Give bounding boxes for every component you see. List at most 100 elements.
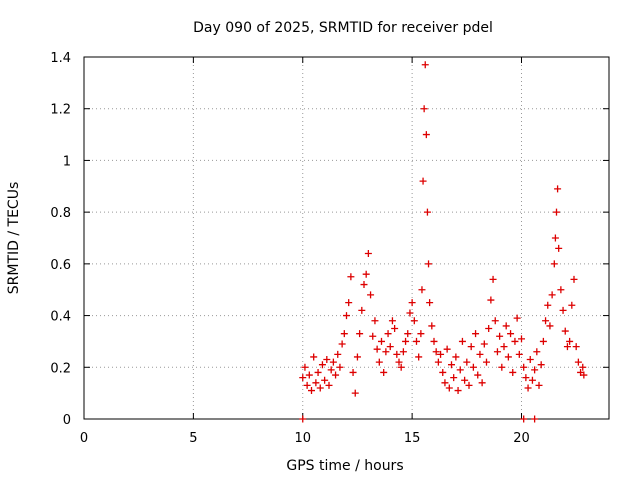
data-point — [299, 374, 307, 382]
data-point — [539, 337, 547, 345]
data-point — [402, 337, 410, 345]
data-point — [535, 381, 543, 389]
data-point — [458, 337, 466, 345]
data-point — [533, 348, 541, 356]
data-point — [318, 361, 326, 369]
data-point — [364, 250, 372, 258]
data-point — [491, 317, 499, 325]
data-point — [373, 345, 381, 353]
x-tick-label: 5 — [189, 431, 197, 446]
data-point — [316, 384, 324, 392]
data-point — [554, 185, 562, 193]
data-point — [485, 325, 493, 332]
x-axis: 0 5 10 15 20 — [80, 57, 530, 446]
data-point — [509, 368, 517, 376]
data-point — [301, 363, 309, 371]
data-point — [351, 389, 359, 397]
data-point — [422, 131, 430, 139]
data-point — [419, 177, 427, 185]
data-point — [513, 314, 521, 322]
data-point — [399, 348, 407, 356]
data-point — [393, 350, 401, 358]
y-tick-label: 1 — [63, 154, 71, 169]
data-point — [415, 353, 423, 361]
data-point — [574, 358, 582, 366]
data-point — [520, 363, 528, 371]
data-point — [531, 366, 539, 374]
data-point — [369, 332, 377, 340]
data-point — [353, 353, 361, 361]
data-point — [404, 330, 412, 338]
grid-lines — [84, 57, 609, 419]
data-point — [378, 337, 385, 345]
data-point — [358, 306, 366, 314]
data-point — [548, 291, 556, 299]
data-point — [570, 275, 578, 283]
data-point — [299, 415, 307, 423]
data-point — [312, 379, 320, 387]
data-point — [380, 368, 388, 376]
data-point — [502, 322, 510, 330]
data-point — [391, 325, 399, 332]
data-point — [323, 356, 331, 364]
data-point — [450, 374, 458, 382]
data-point — [432, 348, 440, 356]
data-point — [487, 296, 495, 304]
y-axis-label: SRMTID / TECUs — [6, 182, 22, 295]
data-point — [367, 291, 375, 299]
data-point — [544, 301, 552, 309]
data-point — [386, 343, 394, 351]
data-point — [474, 371, 482, 379]
data-point — [550, 260, 558, 268]
data-point — [467, 343, 475, 351]
data-point — [445, 384, 453, 392]
data-point — [520, 415, 528, 423]
data-point — [579, 363, 587, 371]
data-point — [566, 337, 574, 345]
data-point — [452, 353, 460, 361]
data-point — [308, 387, 315, 395]
data-point — [321, 376, 329, 384]
data-point — [515, 350, 523, 358]
data-point — [504, 353, 512, 361]
y-tick-label: 0.6 — [50, 258, 71, 273]
data-point — [327, 366, 335, 374]
data-point — [441, 379, 449, 387]
y-tick-label: 1.2 — [50, 103, 71, 118]
data-point — [472, 330, 480, 338]
data-series — [299, 61, 588, 423]
data-point — [360, 281, 368, 289]
x-tick-label: 10 — [294, 431, 311, 446]
data-point — [518, 335, 525, 343]
data-point — [362, 270, 370, 278]
data-point — [332, 371, 340, 379]
data-point — [413, 337, 420, 345]
data-point — [456, 366, 464, 374]
x-tick-label: 0 — [80, 431, 88, 446]
x-tick-label: 20 — [513, 431, 530, 446]
data-point — [511, 337, 519, 345]
data-point — [580, 371, 588, 379]
data-point — [555, 244, 563, 252]
data-point — [334, 350, 342, 358]
data-point — [461, 376, 469, 384]
data-point — [310, 353, 318, 361]
data-point — [303, 381, 311, 389]
data-point — [498, 363, 506, 371]
plot-frame — [83, 56, 610, 420]
data-point — [425, 260, 433, 268]
data-point — [448, 361, 455, 369]
y-tick-label: 0 — [63, 413, 71, 428]
data-point — [356, 330, 364, 338]
data-point — [496, 332, 504, 340]
data-point — [388, 317, 396, 325]
data-point — [384, 330, 392, 338]
data-point — [531, 415, 539, 423]
data-point — [397, 363, 405, 371]
data-point — [417, 330, 425, 338]
data-point — [526, 356, 534, 364]
data-point — [408, 299, 416, 307]
data-point — [340, 330, 348, 338]
data-point — [483, 358, 490, 366]
data-point — [410, 317, 418, 325]
